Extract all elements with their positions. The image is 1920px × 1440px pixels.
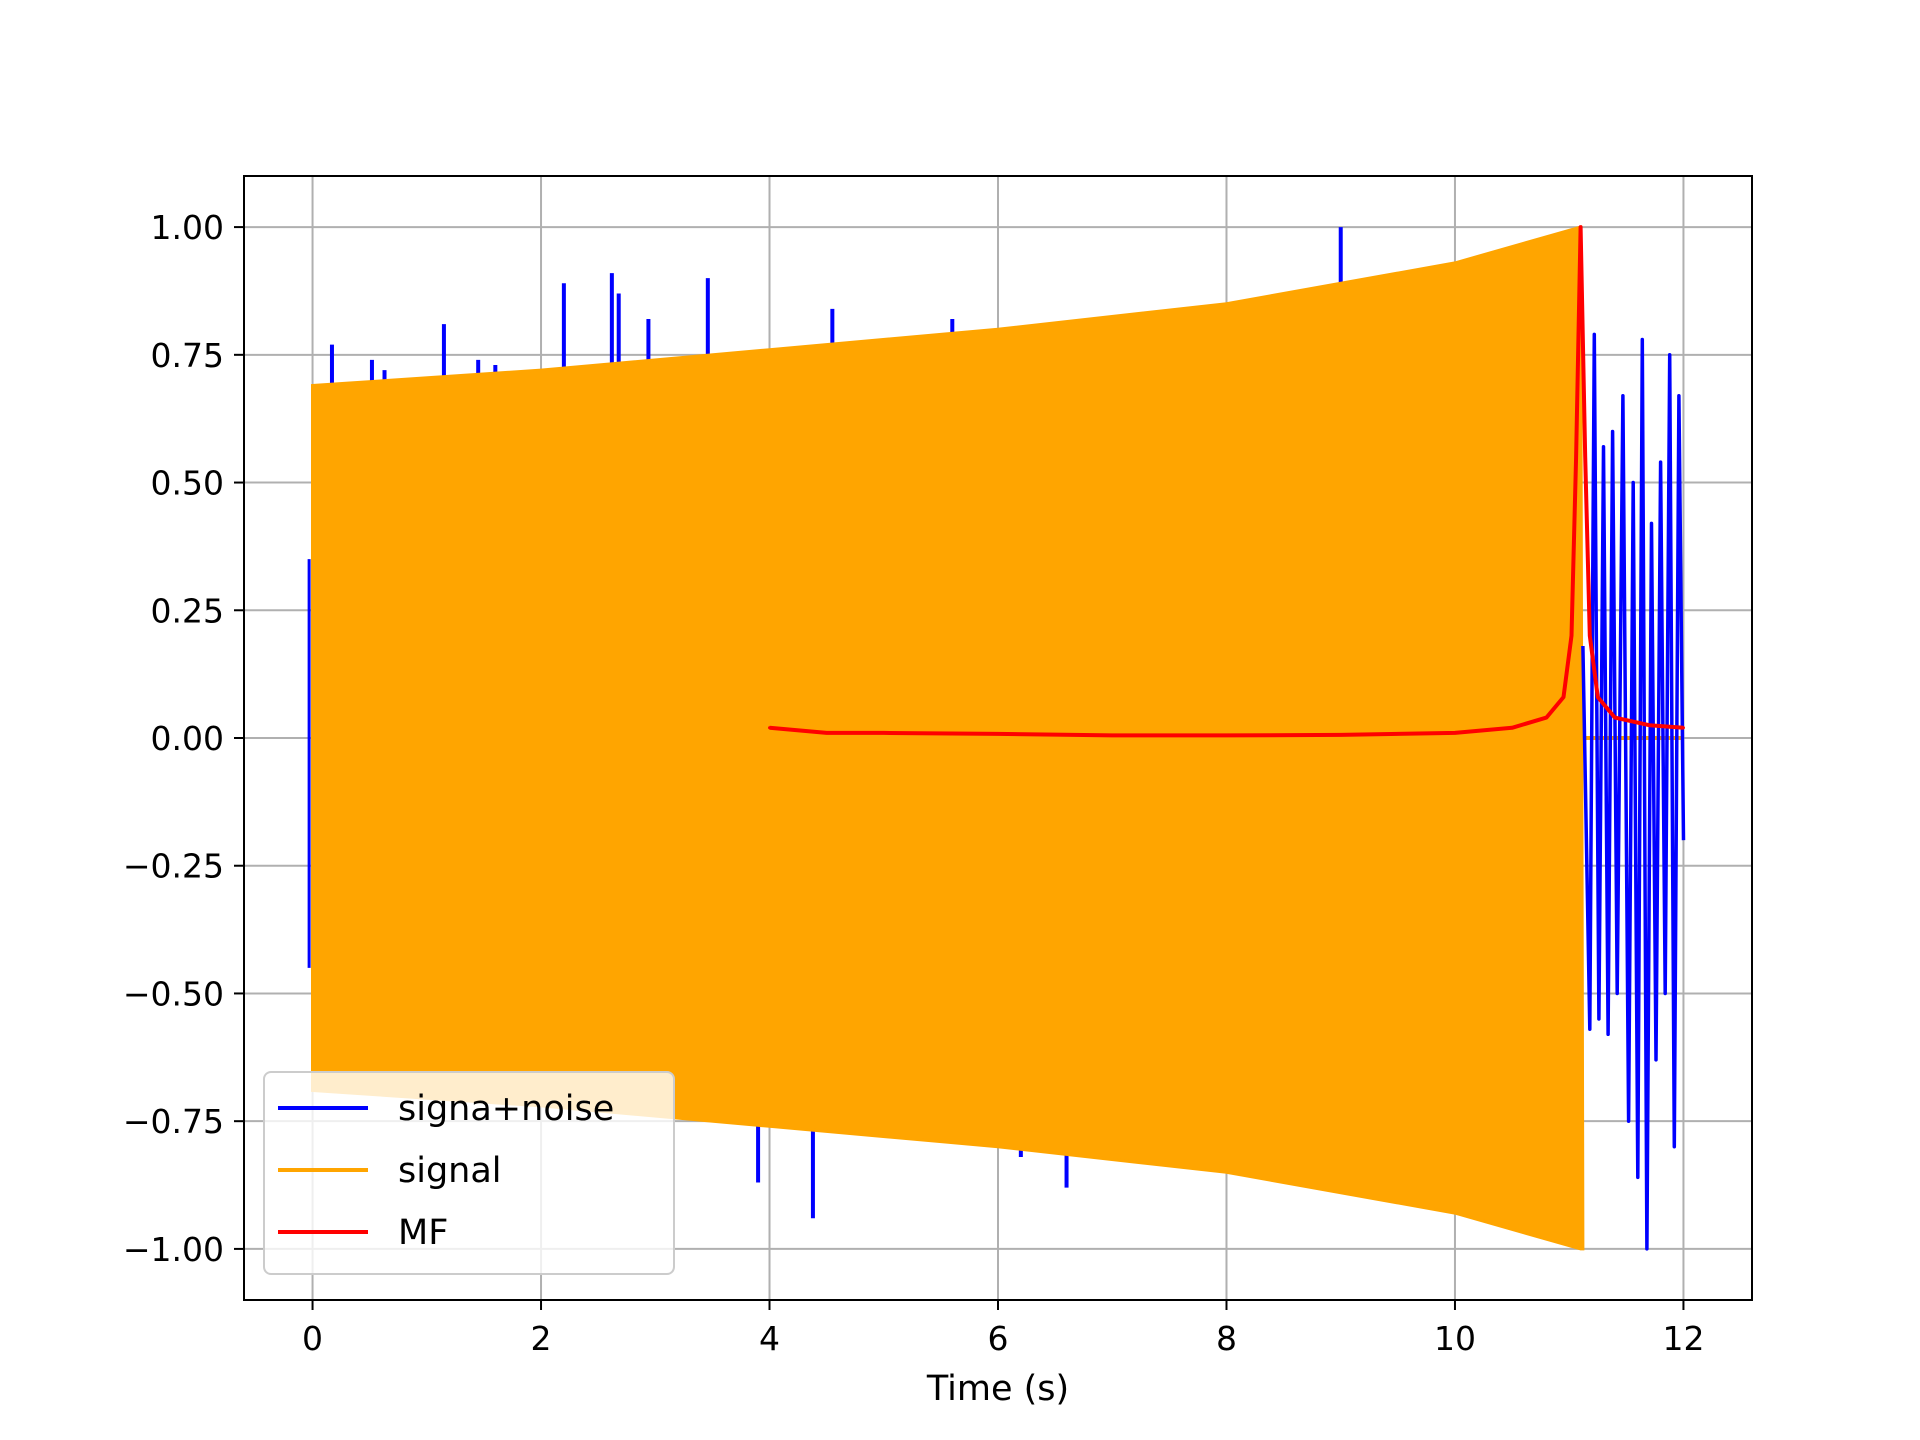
x-axis-label: Time (s) — [926, 1369, 1069, 1409]
y-tick-label: −0.25 — [123, 847, 224, 886]
x-tick-label: 6 — [988, 1319, 1009, 1358]
mf-point — [1562, 695, 1565, 699]
mf-point — [996, 732, 1000, 736]
mf-point — [1588, 634, 1592, 638]
legend-entry: MF — [398, 1213, 448, 1253]
mf-point — [1544, 716, 1548, 720]
mf-point — [1224, 733, 1228, 737]
mf-line — [769, 225, 1684, 738]
y-tick-label: −1.00 — [123, 1230, 224, 1269]
y-tick-label: 0.25 — [151, 591, 224, 630]
noise-tail — [1581, 332, 1686, 1251]
x-tick-label: 12 — [1662, 1319, 1704, 1358]
y-tick-label: 0.50 — [151, 464, 224, 503]
mf-point — [882, 731, 886, 735]
x-tick-label: 0 — [302, 1319, 323, 1358]
mf-point — [825, 731, 829, 735]
legend-box — [263, 1071, 675, 1275]
y-tick-label: 0.75 — [151, 336, 224, 375]
mf-point — [1647, 723, 1651, 727]
x-tick-label: 10 — [1434, 1319, 1476, 1358]
y-tick-label: −0.75 — [123, 1102, 224, 1141]
mf-point — [1583, 455, 1587, 459]
plot-data — [307, 225, 1686, 1251]
mf-point — [1681, 726, 1685, 730]
mf-point — [1510, 726, 1514, 730]
mf-point — [1574, 455, 1578, 459]
legend-entry: signa+noise — [398, 1089, 614, 1129]
ticks: 0 2 4 6 8 10 12 1.00 0.75 0.50 0.25 0.00 −0.25 −0.50 −… — [123, 208, 1705, 1358]
y-tick-label: 0.00 — [151, 719, 224, 758]
mf-point — [1579, 225, 1583, 229]
mf-point — [1613, 716, 1617, 720]
x-tick-label: 4 — [759, 1319, 780, 1358]
y-tick-label: −0.50 — [123, 974, 224, 1013]
mf-point — [1339, 733, 1343, 737]
mf-point — [1596, 695, 1600, 699]
legend-entry: signal — [398, 1151, 502, 1191]
legend: signa+noise signal MF — [263, 1071, 675, 1275]
x-tick-label: 2 — [531, 1319, 552, 1358]
x-tick-label: 8 — [1216, 1319, 1237, 1358]
mf-point — [1569, 634, 1573, 638]
mf-point — [1110, 733, 1114, 737]
mf-point — [768, 726, 772, 730]
mf-point — [1453, 731, 1457, 735]
y-tick-label: 1.00 — [151, 208, 224, 247]
